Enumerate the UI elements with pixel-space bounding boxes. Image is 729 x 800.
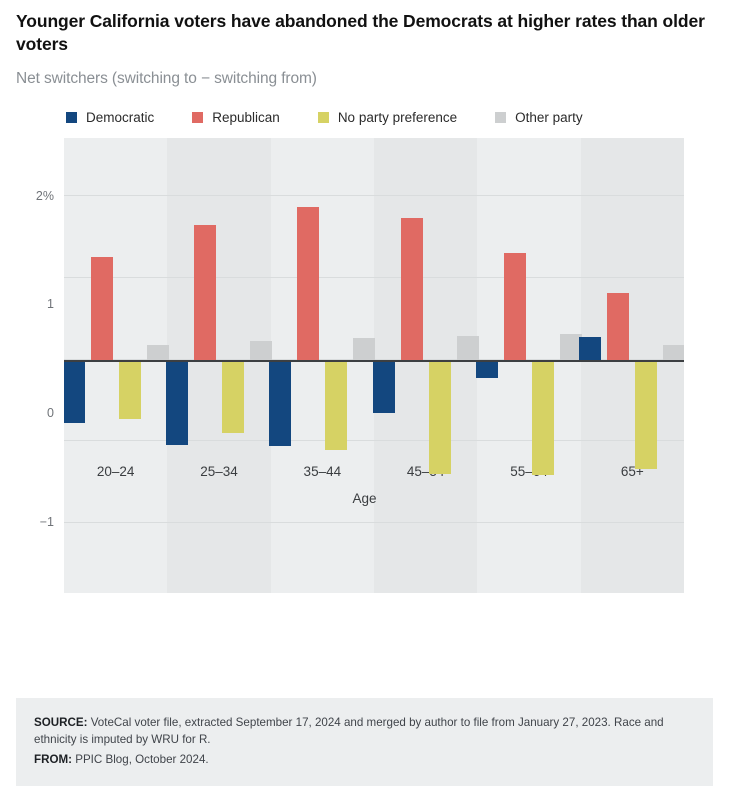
footnote-source-text: VoteCal voter file, extracted September … — [34, 715, 664, 747]
y-axis-tick-label: 2% — [35, 188, 54, 203]
bar[interactable] — [476, 360, 498, 379]
legend-swatch-icon — [317, 112, 329, 124]
bar[interactable] — [297, 206, 320, 361]
footnote-from-row: FROM: PPIC Blog, October 2024. — [34, 751, 695, 768]
bar-group — [269, 138, 376, 593]
bar[interactable] — [249, 341, 272, 361]
legend-swatch-icon — [192, 112, 204, 124]
gridline — [64, 522, 684, 524]
gridline — [64, 440, 684, 442]
bar-group — [166, 138, 272, 593]
bar[interactable] — [325, 360, 348, 451]
bar[interactable] — [118, 360, 141, 419]
bar-group — [476, 138, 582, 593]
bar[interactable] — [166, 360, 188, 445]
gridline — [64, 277, 684, 279]
x-axis-tick-label: 20–24 — [96, 464, 135, 479]
legend-label: Republican — [212, 110, 280, 126]
bar-group — [64, 138, 169, 593]
plot-area — [64, 138, 684, 594]
bar[interactable] — [64, 360, 85, 423]
bar[interactable] — [353, 338, 376, 361]
bar[interactable] — [503, 253, 526, 361]
bar-group — [579, 138, 684, 593]
y-axis-tick-label: 0 — [47, 406, 54, 421]
bar[interactable] — [607, 292, 630, 361]
chart-subtitle: Net switchers (switching to − switching … — [16, 70, 317, 88]
bar[interactable] — [221, 360, 244, 433]
bar[interactable] — [456, 336, 479, 361]
bar[interactable] — [269, 360, 292, 446]
bar[interactable] — [663, 344, 684, 361]
zero-baseline — [64, 360, 684, 362]
legend-item-other-party[interactable]: Other party — [495, 110, 583, 125]
x-axis-title: Age — [352, 491, 377, 506]
bar[interactable] — [531, 360, 554, 476]
plot-area-wrapper: 2% 1 0 −1 — [0, 138, 729, 594]
y-axis-tick-label: 1 — [47, 297, 54, 312]
y-axis-tick-label: −1 — [39, 514, 54, 529]
y-axis: 2% 1 0 −1 — [0, 138, 64, 593]
footnote-from-text: PPIC Blog, October 2024. — [72, 752, 209, 766]
legend-item-democratic[interactable]: Democratic — [66, 110, 154, 125]
gridline — [64, 195, 684, 197]
legend-label: Democratic — [86, 110, 155, 126]
bar[interactable] — [193, 225, 216, 361]
legend-swatch-icon — [495, 112, 507, 124]
bar[interactable] — [635, 360, 658, 469]
page-title: Younger California voters have abandoned… — [16, 11, 705, 55]
legend-label: Other party — [515, 110, 583, 126]
footnote-from-label: FROM: — [34, 752, 72, 766]
column-band — [580, 138, 684, 594]
legend-swatch-icon — [66, 112, 77, 124]
bar[interactable] — [559, 333, 582, 361]
bar-group — [372, 138, 479, 593]
bar[interactable] — [579, 337, 602, 361]
legend-item-no-party-preference[interactable]: No party preference — [317, 110, 458, 126]
bar[interactable] — [428, 360, 451, 475]
bar[interactable] — [146, 344, 169, 361]
x-axis-tick-label: 25–34 — [200, 464, 238, 479]
footnote-source-row: SOURCE: VoteCal voter file, extracted Se… — [34, 714, 695, 749]
bar[interactable] — [372, 360, 395, 414]
chart-header: Younger California voters have abandoned… — [0, 0, 729, 88]
legend-item-republican[interactable]: Republican — [192, 110, 280, 125]
chart-legend: Democratic Republican No party preference O… — [0, 110, 729, 125]
bar-series-container — [64, 138, 684, 593]
chart-footnote: SOURCE: VoteCal voter file, extracted Se… — [16, 697, 713, 786]
x-axis-tick-label: 35–44 — [303, 464, 342, 479]
bar[interactable] — [90, 256, 113, 361]
footnote-source-label: SOURCE: — [34, 715, 88, 729]
legend-label: No party preference — [337, 110, 458, 126]
bar[interactable] — [400, 217, 423, 361]
